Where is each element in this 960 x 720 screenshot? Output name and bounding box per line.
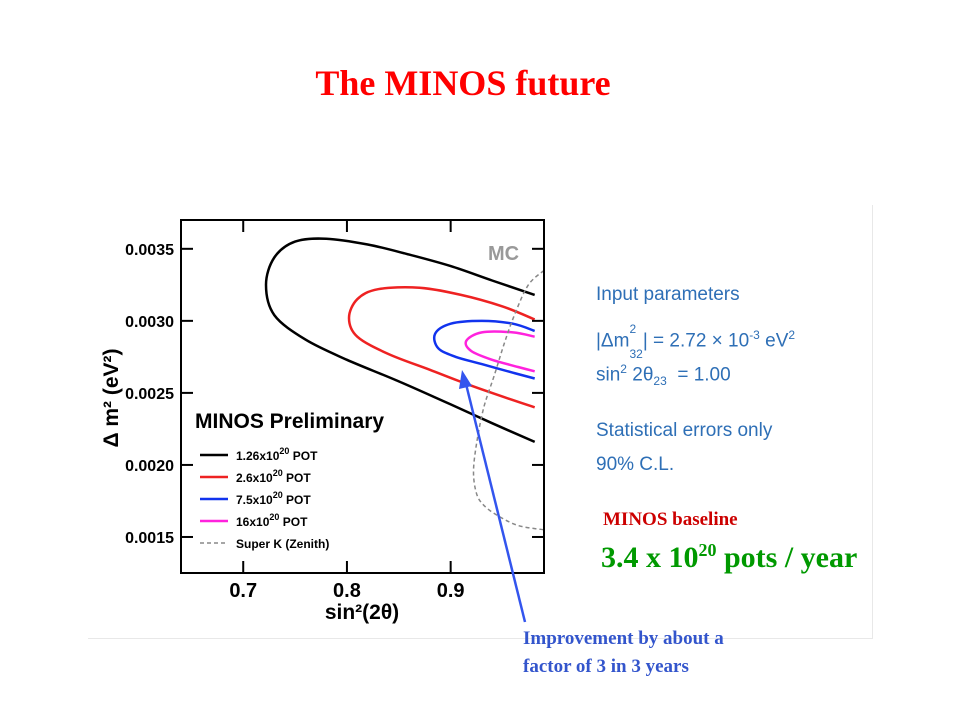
sin-sub: 23 [653,374,667,389]
legend-label: 2.6x1020 POT [236,468,311,485]
params-note-stat: Statistical errors only [596,420,773,441]
legend-label: Super K (Zenith) [236,537,329,551]
dm2-rhs: | = 2.72 × 10 [642,330,750,352]
contour-line-1 [264,237,536,444]
legend-label: 1.26x1020 POT [236,446,318,463]
improvement-annotation: Improvement by about a factor of 3 in 3 … [523,625,724,681]
legend-label: 7.5x1020 POT [236,490,311,507]
dm2-sub: 32 [629,347,643,362]
y-tick-label: 0.0020 [125,458,174,475]
baseline-value-prefix: 3.4 x 10 [601,541,699,574]
y-axis-label: Δ m² (eV²) [100,348,123,447]
dm2-exp: -3 [749,328,760,342]
params-note-cl: 90% C.L. [596,454,675,475]
x-tick-label: 0.7 [229,580,257,602]
annotation-line-2: factor of 3 in 3 years [523,656,689,677]
contour-line-4 [464,330,536,373]
param-dm2: |Δm 2 32| = 2.72 × 10-3 eV2 [596,323,796,360]
annotation-line-1: Improvement by about a [523,628,724,649]
dm2-sup: 2 [629,322,637,337]
plot-frame [180,219,545,574]
sin-lhs: sin [596,364,621,386]
page-title: The MINOS future [315,63,611,103]
y-tick-label: 0.0035 [125,242,174,259]
dm2-unit: eV [759,330,789,352]
baseline-value-exp: 20 [698,540,717,560]
baseline-label: MINOS baseline [603,509,738,530]
sin-mid: 2θ [626,364,654,386]
contour-line-2 [347,286,536,409]
y-tick-label: 0.0030 [125,314,174,331]
contour-line-3 [432,319,536,380]
dm2-unit-sup: 2 [788,328,796,342]
param-sin: sin2 2θ23 = 1.00 [596,363,731,387]
legend-title: MINOS Preliminary [195,410,384,433]
x-axis-label: sin²(2θ) [325,601,399,624]
sin-rhs: = 1.00 [666,364,731,386]
annotation-arrowhead [459,370,472,389]
baseline-value: 3.4 x 1020 pots / year [601,540,857,575]
y-tick-label: 0.0015 [125,530,174,547]
x-tick-label: 0.8 [333,580,361,602]
mc-tag: MC [488,243,519,265]
params-heading: Input parameters [596,284,740,305]
baseline-value-suffix: pots / year [716,541,858,574]
sin-sup: 2 [620,362,627,376]
dm2-lhs: |Δm [596,330,630,352]
y-tick-label: 0.0025 [125,386,174,403]
annotation-arrow [464,383,527,623]
legend-label: 16x1020 POT [236,512,308,529]
x-tick-label: 0.9 [437,580,465,602]
